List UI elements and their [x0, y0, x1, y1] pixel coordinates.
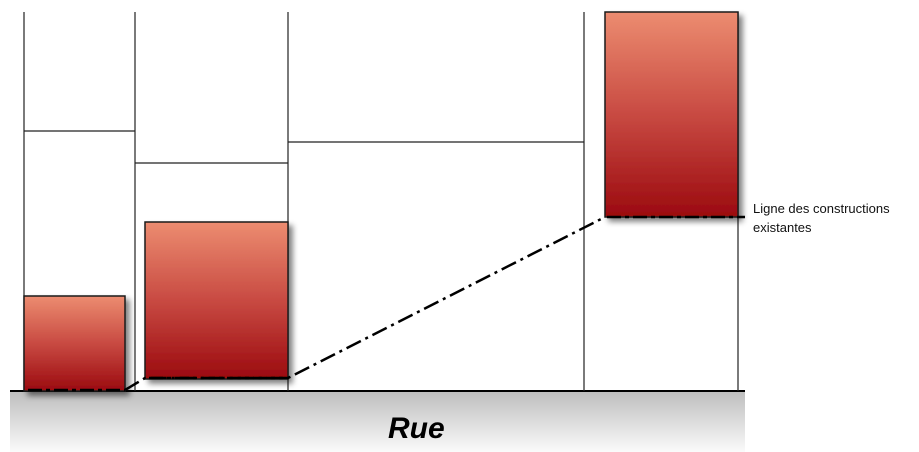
building-2 [144, 221, 289, 380]
building-1 [23, 295, 126, 392]
building-3 [604, 11, 739, 218]
street-label: Rue [388, 412, 445, 445]
street-ground [10, 391, 745, 452]
callout-line-1: Ligne des constructions [753, 201, 890, 216]
existing-construction-line [124, 215, 606, 392]
building-front-lines [28, 215, 745, 392]
callout-line-2: existantes [753, 220, 812, 235]
